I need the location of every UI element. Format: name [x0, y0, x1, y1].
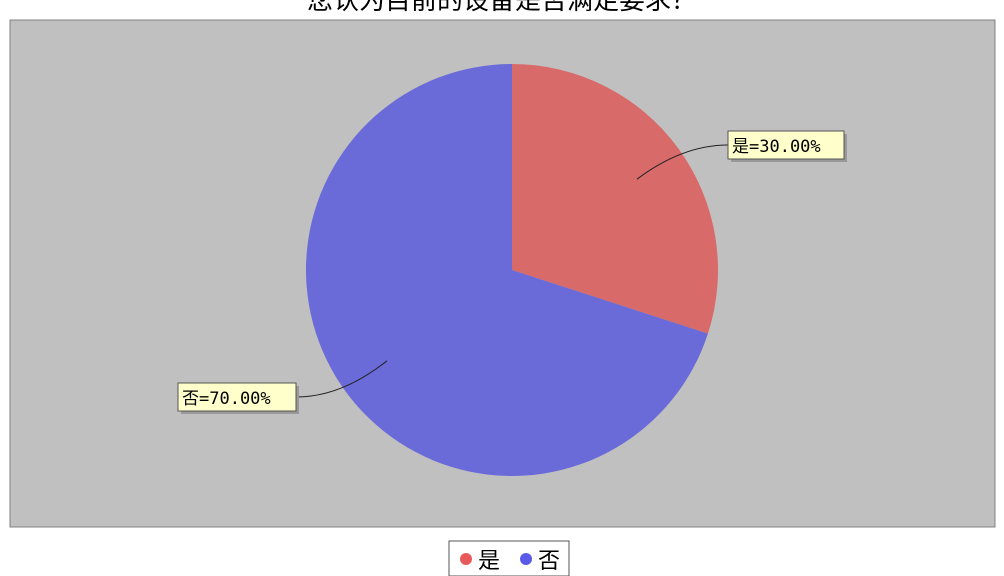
pie-slice-yes: [512, 64, 718, 334]
label-box-no: [177, 382, 297, 412]
data-label-no: 否=70.00%: [182, 389, 271, 409]
pie-slice-no: [306, 64, 708, 476]
legend-label-no: 否: [538, 549, 560, 574]
slice-labels: 是=30.00% 否=70.00%: [177, 130, 847, 414]
legend-marker-yes: [460, 553, 472, 565]
data-label-yes: 是=30.00%: [732, 137, 821, 157]
leader-line-yes: [636, 144, 729, 180]
pie-slices: [306, 64, 718, 476]
legend-label-yes: 是: [478, 549, 500, 574]
leader-line-no: [295, 360, 388, 398]
legend-marker-no: [520, 553, 532, 565]
legend: 是 否: [448, 540, 570, 576]
label-box-yes: [727, 130, 845, 160]
chart-title: 您认为目前的设备是否满足要求？: [306, 0, 697, 16]
